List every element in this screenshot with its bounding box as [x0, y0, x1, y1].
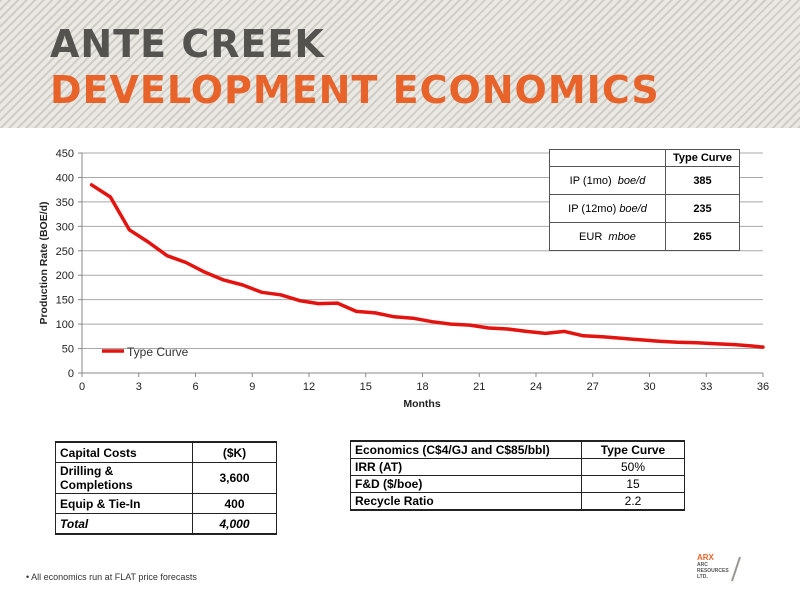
x-tick-label: 9 — [249, 381, 255, 393]
x-tick-label: 33 — [700, 381, 712, 393]
capital-costs-table: Capital Costs ($K) Drilling & Completion… — [55, 441, 277, 535]
kpi-header: Type Curve — [665, 149, 740, 167]
y-tick-label: 150 — [56, 295, 74, 307]
capital-costs-header: Capital Costs — [55, 441, 193, 463]
y-tick-label: 350 — [56, 197, 74, 209]
footnote: • All economics run at FLAT price foreca… — [26, 572, 197, 582]
kpi-value: 235 — [665, 194, 740, 223]
economics-header: Economics (C$4/GJ and C$85/bbl) — [350, 440, 582, 459]
x-tick-label: 27 — [587, 381, 599, 393]
capital-costs-total-label: Total — [55, 513, 193, 535]
x-tick-label: 21 — [473, 381, 485, 393]
x-tick-label: 18 — [416, 381, 428, 393]
economics-value: 50% — [581, 458, 685, 476]
kpi-value: 385 — [665, 166, 740, 195]
capital-costs-total-value: 4,000 — [192, 513, 277, 535]
capital-costs-label: Equip & Tie-In — [55, 493, 193, 514]
x-tick-label: 12 — [303, 381, 315, 393]
kpi-label: EUR mboe — [549, 222, 666, 251]
x-axis-label: Months — [403, 398, 440, 410]
series-line-type-curve — [89, 183, 765, 349]
logo-slash-icon — [731, 556, 741, 582]
x-tick-label: 24 — [530, 381, 542, 393]
capital-costs-unit: ($K) — [192, 441, 277, 463]
economics-header-value: Type Curve — [581, 440, 685, 459]
x-tick-label: 0 — [79, 381, 85, 393]
kpi-header-blank — [549, 149, 666, 167]
x-tick-label: 30 — [643, 381, 655, 393]
y-tick-label: 0 — [68, 368, 74, 380]
capital-costs-label: Drilling & Completions — [55, 462, 193, 494]
economics-label: F&D ($/boe) — [350, 475, 582, 493]
kpi-label: IP (1mo) boe/d — [549, 166, 666, 195]
y-tick-label: 300 — [56, 221, 74, 233]
y-tick-label: 450 — [56, 148, 74, 160]
x-tick-label: 15 — [360, 381, 372, 393]
logo-text: ARC RESOURCES LTD. — [697, 562, 729, 580]
kpi-label: IP (12mo) boe/d — [549, 194, 666, 223]
y-tick-label: 200 — [56, 270, 74, 282]
company-logo: ARX ARC RESOURCES LTD. — [697, 553, 745, 585]
header-banner: ANTE CREEK DEVELOPMENT ECONOMICS — [0, 0, 800, 128]
logo-mark: ARX — [697, 553, 714, 562]
kpi-table: Type Curve IP (1mo) boe/d 385 IP (12mo) … — [549, 149, 740, 251]
economics-label: IRR (AT) — [350, 458, 582, 476]
kpi-value: 265 — [665, 222, 740, 251]
title-line-1: ANTE CREEK — [50, 22, 325, 66]
y-tick-label: 50 — [62, 344, 74, 356]
title-line-2: DEVELOPMENT ECONOMICS — [50, 68, 660, 112]
legend-label: Type Curve — [127, 345, 189, 359]
economics-value: 2.2 — [581, 492, 685, 511]
y-tick-label: 100 — [56, 319, 74, 331]
economics-value: 15 — [581, 475, 685, 493]
economics-table: Economics (C$4/GJ and C$85/bbl) Type Cur… — [350, 440, 685, 511]
x-tick-label: 3 — [136, 381, 142, 393]
x-tick-label: 36 — [757, 381, 769, 393]
capital-costs-value: 400 — [192, 493, 277, 514]
y-axis-label: Production Rate (BOE/d) — [38, 201, 50, 324]
economics-label: Recycle Ratio — [350, 492, 582, 511]
y-tick-label: 250 — [56, 246, 74, 258]
y-tick-label: 400 — [56, 172, 74, 184]
capital-costs-value: 3,600 — [192, 462, 277, 494]
x-tick-label: 6 — [192, 381, 198, 393]
